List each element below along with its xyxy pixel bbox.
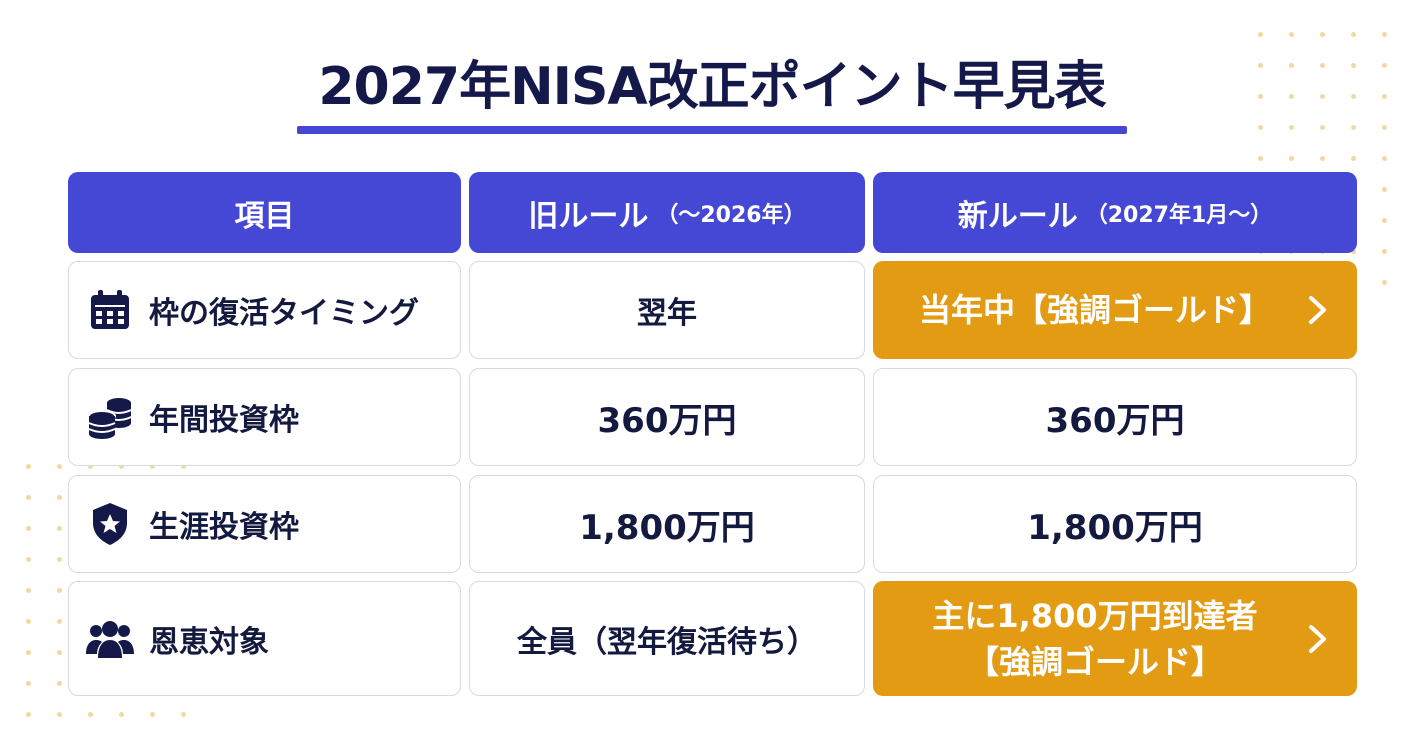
- decorative-dot: [1289, 63, 1294, 68]
- old-rule-cell: 全員（翌年復活待ち）: [469, 581, 865, 696]
- decorative-dot: [1351, 249, 1356, 254]
- decorative-dot: [57, 650, 62, 655]
- decorative-dot: [57, 495, 62, 500]
- title-underline: [297, 126, 1127, 134]
- new-rule-value: 1,800万円: [1027, 507, 1203, 548]
- table-row-label: 生涯投資枠: [68, 475, 461, 573]
- decorative-dot: [88, 712, 93, 717]
- row-label: 枠の復活タイミング: [149, 296, 419, 331]
- new-rule-highlight-cell: 当年中【強調ゴールド】: [873, 261, 1357, 359]
- coins-icon: [85, 392, 135, 442]
- decorative-dot: [150, 464, 155, 469]
- table-row-label: 恩恵対象: [68, 581, 461, 696]
- decorative-dot: [26, 557, 31, 562]
- decorative-dot: [57, 464, 62, 469]
- decorative-dot: [1382, 125, 1387, 130]
- decorative-dot: [26, 712, 31, 717]
- decorative-dot: [1258, 32, 1263, 37]
- row-label: 生涯投資枠: [149, 510, 299, 545]
- decorative-dot: [1289, 156, 1294, 161]
- decorative-dot: [1320, 94, 1325, 99]
- decorative-dot: [1382, 249, 1387, 254]
- decorative-dot: [1382, 156, 1387, 161]
- new-rule-value: 360万円: [1045, 400, 1185, 441]
- chevron-right-icon: [1309, 296, 1326, 324]
- decorative-dot: [1351, 63, 1356, 68]
- header-item: 項目: [68, 172, 461, 253]
- decorative-dot: [1351, 94, 1356, 99]
- decorative-dot: [26, 619, 31, 624]
- decorative-dot: [57, 526, 62, 531]
- decorative-dot: [1382, 218, 1387, 223]
- decorative-dot: [26, 495, 31, 500]
- decorative-dot: [181, 712, 186, 717]
- decorative-dot: [181, 464, 186, 469]
- decorative-dot: [1258, 125, 1263, 130]
- table-row-label: 枠の復活タイミング: [68, 261, 461, 359]
- page-title: 2027年NISA改正ポイント早見表: [318, 57, 1106, 117]
- old-rule-cell: 翌年: [469, 261, 865, 359]
- new-rule-value-line2: 【強調ゴールド】: [966, 642, 1223, 681]
- decorative-dot: [1382, 187, 1387, 192]
- table-row-label: 年間投資枠: [68, 368, 461, 466]
- decorative-dot: [1351, 156, 1356, 161]
- header-old-rule: 旧ルール （〜2026年）: [469, 172, 865, 253]
- decorative-dot: [1258, 156, 1263, 161]
- decorative-dot: [26, 464, 31, 469]
- decorative-dot: [1382, 280, 1387, 285]
- new-rule-cell: 360万円: [873, 368, 1357, 466]
- old-rule-cell: 360万円: [469, 368, 865, 466]
- decorative-dot: [1382, 94, 1387, 99]
- decorative-dot: [26, 681, 31, 686]
- decorative-dot: [57, 588, 62, 593]
- new-rule-value-line1: 主に1,800万円到達者: [932, 596, 1258, 635]
- decorative-dot: [1382, 63, 1387, 68]
- old-rule-value: 全員（翌年復活待ち）: [517, 624, 817, 660]
- decorative-dot: [26, 526, 31, 531]
- row-label: 恩恵対象: [149, 624, 269, 660]
- decorative-dot: [57, 557, 62, 562]
- new-rule-cell: 1,800万円: [873, 475, 1357, 573]
- decorative-dot: [26, 588, 31, 593]
- decorative-dot: [119, 712, 124, 717]
- header-new-label: 新ルール: [957, 198, 1078, 234]
- old-rule-value: 360万円: [597, 400, 737, 441]
- header-old-label: 旧ルール: [528, 198, 649, 234]
- people-icon: [85, 614, 135, 664]
- old-rule-value: 翌年: [637, 296, 697, 331]
- new-rule-highlight-cell: 主に1,800万円到達者 【強調ゴールド】: [873, 581, 1357, 696]
- header-new-sub: （2027年1月〜）: [1085, 202, 1273, 228]
- decorative-dot: [57, 619, 62, 624]
- chevron-right-icon: [1309, 624, 1326, 653]
- shield-star-icon: [85, 499, 135, 549]
- header-new-rule: 新ルール （2027年1月〜）: [873, 172, 1357, 253]
- decorative-dot: [119, 464, 124, 469]
- calendar-icon: [85, 285, 135, 335]
- decorative-dot: [1351, 32, 1356, 37]
- decorative-dot: [1289, 32, 1294, 37]
- decorative-dot: [1320, 125, 1325, 130]
- decorative-dot: [1351, 125, 1356, 130]
- old-rule-cell: 1,800万円: [469, 475, 865, 573]
- header-item-label: 項目: [234, 198, 295, 234]
- header-old-sub: （〜2026年）: [656, 202, 806, 228]
- decorative-dot: [1289, 94, 1294, 99]
- decorative-dot: [57, 712, 62, 717]
- row-label: 年間投資枠: [149, 403, 299, 438]
- decorative-dot: [150, 712, 155, 717]
- decorative-dot: [1320, 156, 1325, 161]
- decorative-dot: [57, 681, 62, 686]
- decorative-dot: [1258, 94, 1263, 99]
- decorative-dot: [26, 650, 31, 655]
- decorative-dot: [1320, 63, 1325, 68]
- old-rule-value: 1,800万円: [579, 507, 755, 548]
- new-rule-value: 当年中【強調ゴールド】: [918, 291, 1271, 329]
- decorative-dot: [1382, 32, 1387, 37]
- decorative-dot: [88, 464, 93, 469]
- decorative-dot: [1320, 32, 1325, 37]
- decorative-dot: [1289, 125, 1294, 130]
- decorative-dot: [1258, 63, 1263, 68]
